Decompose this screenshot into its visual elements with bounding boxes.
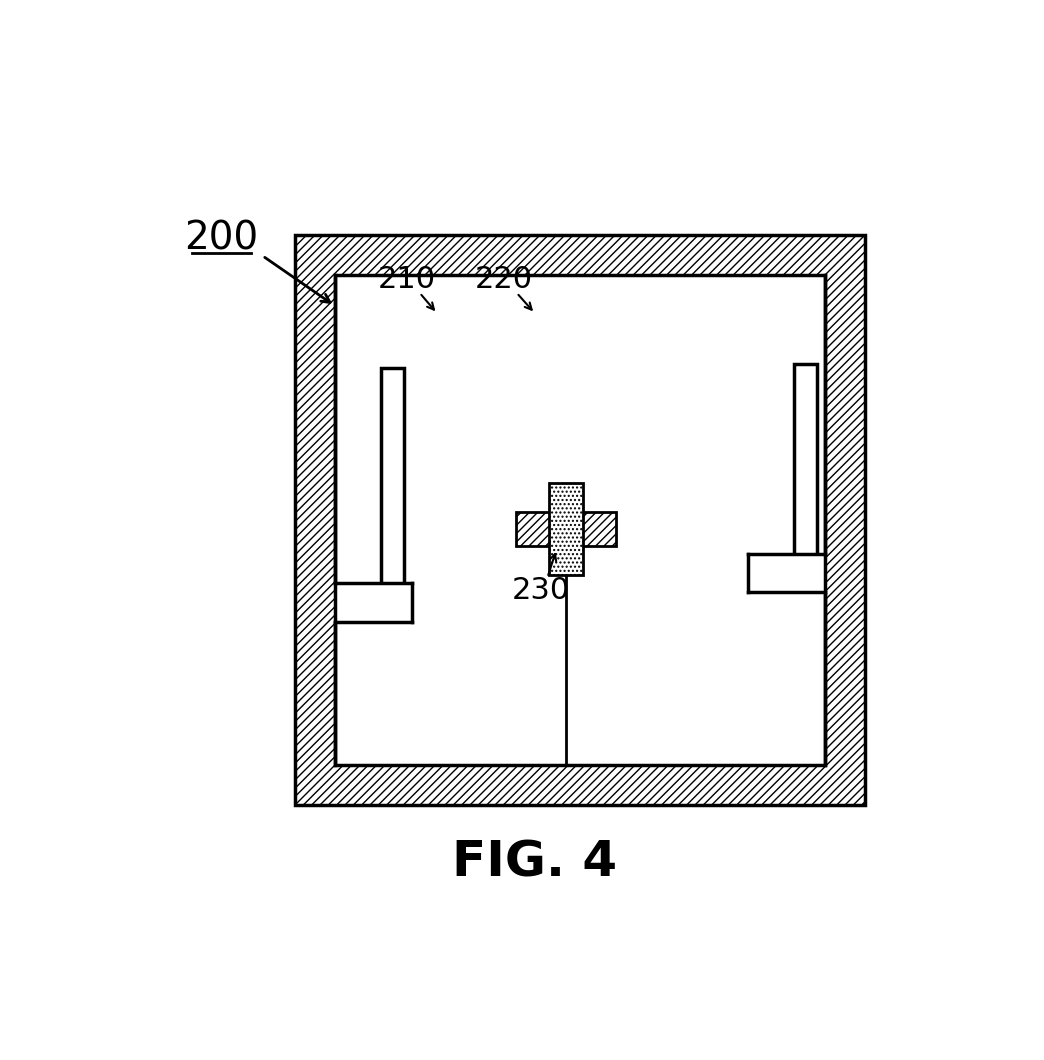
Text: FIG. 4: FIG. 4 [452,838,618,886]
Bar [793,365,816,572]
Bar [335,583,411,621]
Text: 220: 220 [475,265,533,295]
Bar [748,553,825,593]
Bar [549,483,583,576]
Text: 200: 200 [185,219,259,258]
Bar [294,235,864,805]
Bar [335,275,825,764]
Bar [335,275,825,764]
Bar [516,512,616,546]
Text: 230: 230 [513,577,570,605]
Text: 210: 210 [377,265,435,295]
Bar [381,368,404,603]
